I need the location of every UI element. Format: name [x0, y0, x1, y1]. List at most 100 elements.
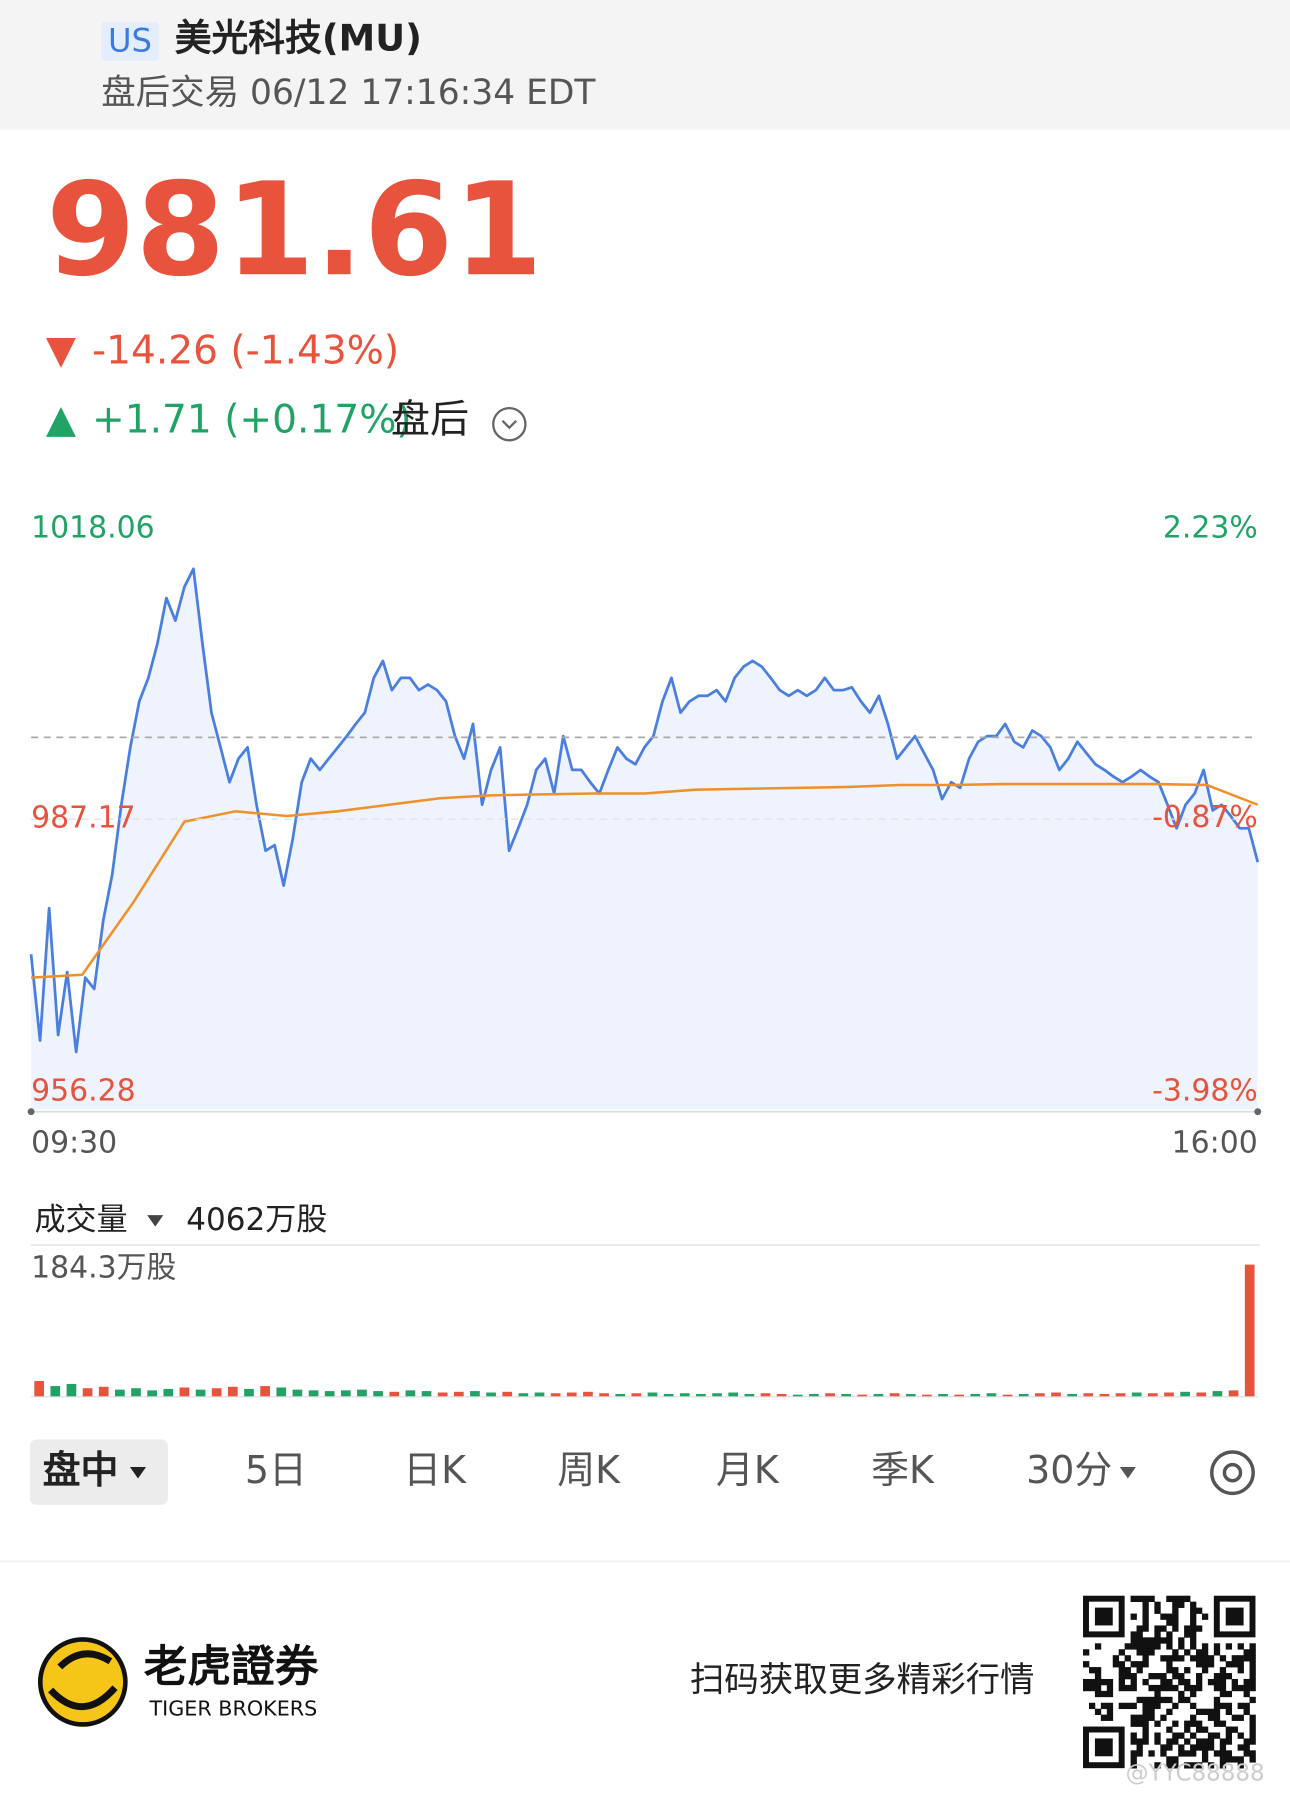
qr-cell: [1196, 1726, 1203, 1733]
tab[interactable]: 30分: [1026, 1448, 1112, 1492]
qr-cell: [1148, 1708, 1155, 1715]
qr-cell: [1166, 1619, 1173, 1626]
qr-cell: [1213, 1720, 1221, 1727]
volume-bar: [776, 1393, 787, 1397]
qr-finder-core: [1094, 1738, 1113, 1757]
qr-cell: [1130, 1714, 1137, 1721]
qr-cell: [1142, 1720, 1149, 1727]
qr-cell: [1190, 1702, 1197, 1710]
qr-cell: [1154, 1720, 1161, 1727]
qr-cell: [1243, 1655, 1250, 1662]
qr-cell: [1166, 1667, 1173, 1674]
qr-cell: [1166, 1661, 1173, 1668]
qr-cell: [1130, 1595, 1137, 1603]
qr-cell: [1213, 1696, 1221, 1704]
qr-cell: [1231, 1678, 1238, 1686]
qr-cell: [1118, 1702, 1125, 1710]
qr-cell: [1207, 1655, 1215, 1662]
settings-icon[interactable]: [1210, 1450, 1255, 1496]
title: 美光科技(MU): [175, 17, 422, 60]
qr-cell: [1231, 1726, 1238, 1733]
tab[interactable]: 周K: [557, 1448, 621, 1492]
qr-cell: [1154, 1607, 1161, 1614]
expand-icon[interactable]: [492, 406, 527, 442]
qr-cell: [1166, 1696, 1173, 1704]
qr-cell: [1225, 1732, 1233, 1739]
qr-cell: [1178, 1744, 1185, 1751]
qr-cell: [1237, 1756, 1244, 1763]
x-tick-label: 09:30: [31, 1125, 117, 1160]
qr-cell: [1219, 1762, 1227, 1769]
volume-bar: [986, 1393, 997, 1397]
qr-cell: [1178, 1678, 1185, 1686]
qr-cell: [1166, 1756, 1173, 1763]
qr-cell: [1196, 1738, 1203, 1745]
volume-bar: [82, 1388, 93, 1397]
volume-bar: [550, 1393, 561, 1397]
up-arrow: [46, 406, 76, 437]
qr-cell: [1136, 1738, 1143, 1745]
qr-cell: [1172, 1595, 1179, 1603]
volume-bar: [486, 1392, 496, 1397]
volume-bar: [663, 1393, 674, 1397]
qr-cell: [1213, 1649, 1221, 1656]
qr-cell: [1160, 1613, 1167, 1620]
tab[interactable]: 季K: [871, 1448, 935, 1492]
qr-cell: [1237, 1702, 1244, 1710]
qr-cell: [1106, 1690, 1114, 1698]
volume-bar: [712, 1393, 722, 1397]
qr-cell: [1190, 1631, 1197, 1638]
qr-cell: [1178, 1732, 1185, 1739]
qr-cell: [1196, 1678, 1203, 1686]
qr-cell: [1196, 1649, 1203, 1656]
volume-bar: [599, 1393, 609, 1397]
qr-cell: [1213, 1708, 1221, 1715]
qr-cell: [1130, 1738, 1137, 1745]
qr-cell: [1237, 1744, 1244, 1751]
status: 盘后交易 06/12 17:16:34 EDT: [101, 73, 596, 113]
volume-bar: [1099, 1393, 1110, 1397]
qr-cell: [1219, 1744, 1227, 1751]
qr-cell: [1172, 1756, 1179, 1763]
tab[interactable]: 盘中: [43, 1448, 119, 1492]
volume-bar: [179, 1387, 190, 1397]
qr-cell: [1088, 1667, 1096, 1674]
volume-dropdown[interactable]: [147, 1215, 164, 1227]
qr-cell: [1130, 1661, 1137, 1668]
slogan: 扫码获取更多精彩行情: [690, 1660, 1035, 1700]
qr-cell: [1106, 1684, 1114, 1692]
qr-cell: [1112, 1661, 1120, 1668]
tab-dropdown[interactable]: [1119, 1466, 1136, 1479]
qr-cell: [1207, 1744, 1215, 1751]
volume-bar: [825, 1393, 835, 1397]
qr-cell: [1172, 1684, 1179, 1692]
qr-cell: [1249, 1714, 1256, 1721]
qr-cell: [1243, 1678, 1250, 1686]
qr-cell: [1237, 1762, 1244, 1769]
volume-bar: [389, 1391, 400, 1397]
qr-cell: [1231, 1684, 1238, 1692]
qr-cell: [1142, 1607, 1149, 1614]
qr-cell: [1136, 1649, 1143, 1656]
qr-cell: [1100, 1714, 1108, 1721]
qr-cell: [1249, 1649, 1256, 1656]
qr-cell: [1249, 1732, 1256, 1739]
volume-bar: [405, 1390, 416, 1397]
tab[interactable]: 日K: [403, 1448, 467, 1492]
tab-dropdown[interactable]: [129, 1466, 147, 1479]
qr-cell: [1148, 1702, 1155, 1710]
qr-cell: [1190, 1643, 1197, 1650]
qr-cell: [1243, 1708, 1250, 1715]
y2-tick-label: -0.87%: [1152, 800, 1258, 835]
watermark: @YYC88888: [1126, 1760, 1265, 1786]
qr-cell: [1142, 1702, 1149, 1710]
qr-cell: [1118, 1684, 1125, 1692]
tab[interactable]: 月K: [716, 1448, 780, 1492]
tab[interactable]: 5日: [245, 1448, 307, 1492]
qr-cell: [1249, 1643, 1256, 1650]
volume-bar: [792, 1394, 803, 1397]
qr-cell: [1201, 1613, 1209, 1620]
volume-bar: [938, 1393, 948, 1397]
volume-bar: [1148, 1393, 1158, 1397]
